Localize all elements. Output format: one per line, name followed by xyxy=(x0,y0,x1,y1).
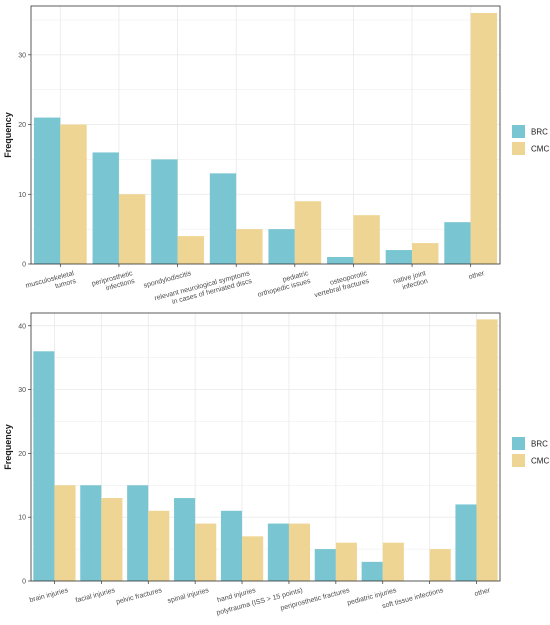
y-tick-label: 0 xyxy=(22,579,26,586)
bar-brc xyxy=(127,485,149,581)
bar-brc xyxy=(385,250,413,264)
x-tick-label-line: facial injuries xyxy=(75,587,116,604)
bar-brc xyxy=(220,510,243,581)
bar-brc xyxy=(361,561,383,581)
bar-brc xyxy=(151,159,178,264)
x-tick-label: periprostheticinfections xyxy=(91,270,136,295)
legend: BRC CMC xyxy=(512,125,549,155)
legend-key-cmc xyxy=(512,142,525,155)
x-tick-label: facial injuries xyxy=(75,587,116,604)
bar-brc xyxy=(314,549,336,581)
x-tick-label: other xyxy=(474,587,492,598)
bar-brc xyxy=(174,498,196,581)
bar-cmc xyxy=(118,194,146,264)
bar-brc xyxy=(33,117,61,264)
y-tick-label: 20 xyxy=(18,122,26,129)
chart-1: 0 10 20 30 Frequency musculoskeletaltumors per… xyxy=(3,5,549,306)
bar-cmc xyxy=(288,523,311,581)
x-tick-label: brain injuries xyxy=(29,587,70,604)
legend-key-brc xyxy=(512,125,525,138)
x-tick-label: other xyxy=(468,270,486,281)
x-tick-label: musculoskeletaltumors xyxy=(25,270,77,298)
bar-brc xyxy=(267,523,289,581)
bar-cmc xyxy=(353,215,380,264)
y-axis-title: Frequency xyxy=(3,112,13,158)
x-tick-label: pelvic fractures xyxy=(115,587,163,606)
bar-cmc xyxy=(177,236,204,264)
bar-brc xyxy=(80,485,102,581)
y-tick-label: 0 xyxy=(22,262,26,269)
bar-cmc xyxy=(470,12,498,264)
bar-cmc xyxy=(242,536,264,581)
bar-cmc xyxy=(429,549,451,581)
y-tick-label: 10 xyxy=(18,192,26,199)
bar-brc xyxy=(268,229,295,264)
x-tick-label: native jointinfection xyxy=(392,270,428,293)
bar-cmc xyxy=(476,319,498,581)
y-tick-label: 30 xyxy=(18,387,26,394)
bar-cmc xyxy=(382,542,404,581)
bar-cmc xyxy=(60,124,87,264)
legend-label-cmc: CMC xyxy=(531,145,549,154)
x-tick-label: spinal injuries xyxy=(167,587,210,605)
bar-brc xyxy=(209,173,237,264)
y-tick-label: 10 xyxy=(18,515,26,522)
x-tick-label: pediatricorthopedic issues xyxy=(255,270,312,299)
legend-label-brc: BRC xyxy=(531,440,548,449)
legend-key-brc xyxy=(512,437,525,450)
legend-key-cmc xyxy=(512,454,525,467)
y-tick-label: 20 xyxy=(18,451,26,458)
bar-cmc xyxy=(54,485,76,581)
panel-border xyxy=(30,312,501,582)
bar-cmc xyxy=(195,523,217,581)
bar-brc xyxy=(92,152,119,264)
x-tick-label-line: spinal injuries xyxy=(167,587,210,605)
chart-2: 0 10 20 30 40 Frequency brain injuries facial i… xyxy=(3,312,549,617)
x-tick-label-line: brain injuries xyxy=(29,587,70,604)
x-tick-label-line: other xyxy=(474,587,492,598)
bar-brc xyxy=(327,257,354,264)
legend-label-cmc: CMC xyxy=(531,457,549,466)
y-axis-title: Frequency xyxy=(3,424,13,470)
panel-border xyxy=(30,5,501,265)
bar-cmc xyxy=(148,510,170,581)
legend-label-brc: BRC xyxy=(531,128,548,137)
legend: BRC CMC xyxy=(512,437,549,467)
bar-cmc xyxy=(101,498,123,581)
bar-brc xyxy=(455,504,477,581)
y-tick-label: 30 xyxy=(18,52,26,59)
bar-cmc xyxy=(335,542,357,581)
bar-cmc xyxy=(412,243,439,264)
bar-cmc xyxy=(294,201,322,264)
x-tick-label-line: other xyxy=(468,270,486,281)
x-tick-label-line: pelvic fractures xyxy=(115,587,163,606)
bar-cmc xyxy=(236,229,263,264)
bar-brc xyxy=(33,351,55,581)
bar-brc xyxy=(444,222,471,264)
y-tick-label: 40 xyxy=(18,323,26,330)
x-tick-label: osteoporoticvertebral fractures xyxy=(312,270,371,299)
